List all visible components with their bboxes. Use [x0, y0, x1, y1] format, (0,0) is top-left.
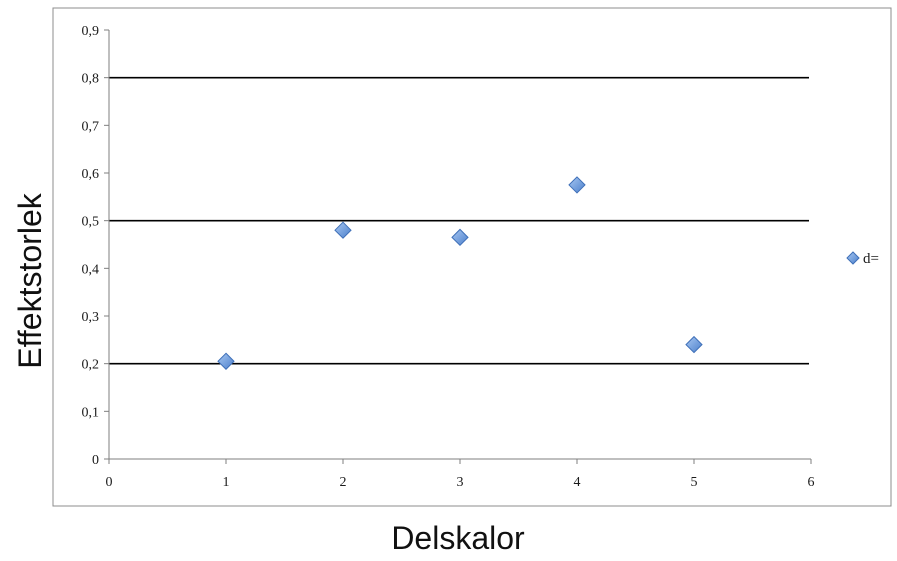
data-points	[217, 176, 703, 370]
x-tick-label: 5	[691, 475, 698, 490]
chart-frame	[52, 7, 892, 507]
data-point-marker	[685, 335, 703, 354]
y-tick-label: 0,7	[82, 119, 100, 134]
y-tick-label: 0,8	[82, 72, 100, 87]
x-tick-label: 1	[223, 475, 230, 490]
legend-label: d=	[863, 251, 879, 267]
x-tick-label: 2	[340, 475, 347, 490]
data-point-marker	[568, 176, 586, 194]
legend: d=	[846, 251, 879, 267]
legend-marker	[846, 251, 860, 265]
y-tick-label: 0,1	[82, 405, 100, 420]
y-tick-label: 0,3	[82, 310, 100, 325]
data-point-marker	[451, 228, 469, 247]
x-axis-ticks: 0 1 2 3 4 5 6	[106, 459, 815, 490]
y-tick-label: 0,5	[82, 215, 100, 230]
y-tick-label: 0,2	[82, 358, 100, 373]
data-point-marker	[217, 352, 235, 370]
x-tick-label: 0	[106, 475, 113, 490]
y-axis-title: Effektstorlek	[12, 192, 48, 368]
y-tick-label: 0,6	[82, 167, 100, 182]
data-point-marker	[334, 221, 352, 239]
y-tick-label: 0,9	[82, 24, 100, 39]
x-tick-label: 6	[808, 475, 815, 490]
x-tick-label: 4	[574, 475, 581, 490]
x-axis-title: Delskalor	[391, 520, 525, 556]
y-tick-label: 0,4	[82, 262, 100, 277]
y-tick-label: 0	[92, 453, 99, 468]
y-axis-ticks: 0 0,1 0,2 0,3 0,4 0,5 0,6 0,7 0,8 0,9	[82, 24, 109, 468]
x-tick-label: 3	[457, 475, 464, 490]
